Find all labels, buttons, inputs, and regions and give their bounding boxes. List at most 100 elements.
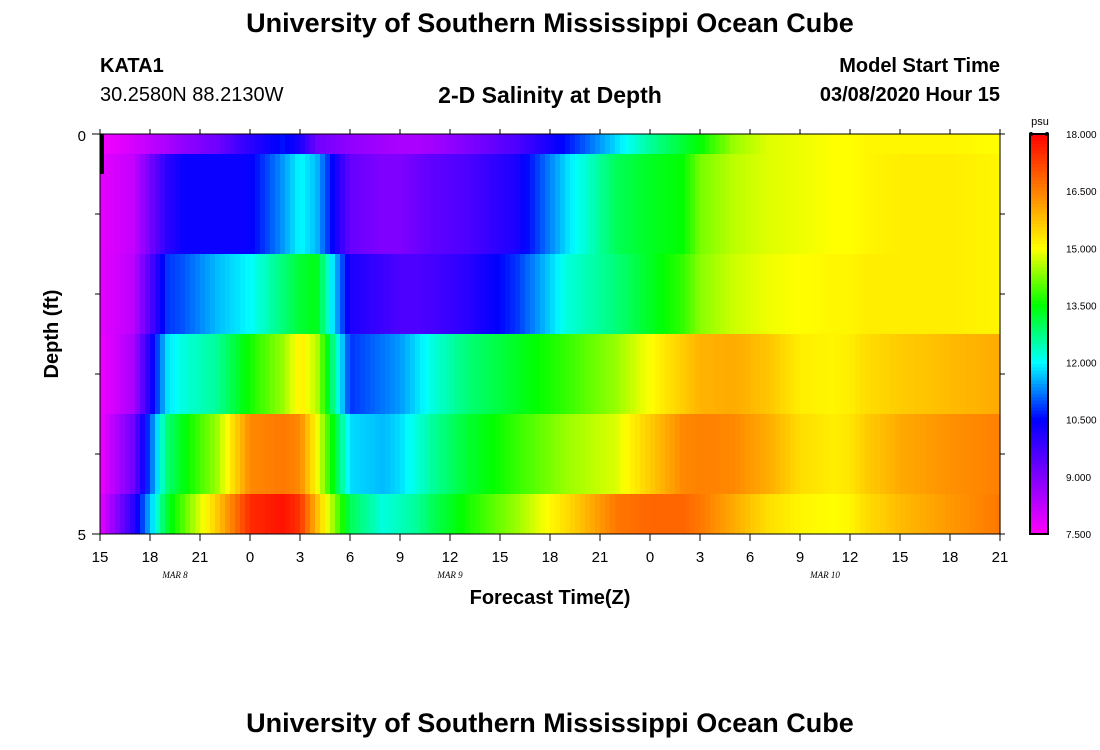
heatmap-cell	[560, 414, 566, 494]
heatmap-cell	[855, 254, 861, 334]
heatmap-cell	[740, 134, 746, 154]
heatmap-cell	[485, 254, 491, 334]
heatmap-cell	[180, 254, 186, 334]
heatmap-cell	[880, 254, 886, 334]
heatmap-cell	[550, 414, 556, 494]
y-axis-label: Depth (ft)	[41, 290, 63, 379]
heatmap-cell	[585, 254, 591, 334]
heatmap-cell	[400, 134, 406, 154]
colorbar-segment	[1030, 374, 1048, 378]
heatmap-cell	[975, 414, 981, 494]
heatmap-cell	[400, 494, 406, 534]
heatmap-cell	[965, 154, 971, 254]
heatmap-cell	[395, 334, 401, 414]
heatmap-cell	[880, 154, 886, 254]
heatmap-cell	[540, 494, 546, 534]
colorbar-segment	[1030, 157, 1048, 162]
heatmap-cell	[320, 254, 326, 334]
heatmap-cell	[870, 414, 876, 494]
heatmap-cell	[750, 494, 756, 534]
heatmap-cell	[905, 414, 911, 494]
heatmap-cell	[130, 134, 136, 154]
colorbar-segment	[1030, 310, 1048, 315]
heatmap-cell	[495, 414, 501, 494]
heatmap-cell	[140, 134, 146, 154]
heatmap-cell	[555, 134, 561, 154]
heatmap-cell	[255, 134, 261, 154]
heatmap-cell	[275, 254, 281, 334]
heatmap-cell	[555, 494, 561, 534]
colorbar-segment	[1030, 270, 1048, 275]
heatmap-cell	[380, 154, 386, 254]
heatmap-cell	[505, 134, 511, 154]
heatmap-cell	[730, 254, 736, 334]
heatmap-cell	[650, 494, 656, 534]
heatmap-cell	[260, 134, 266, 154]
heatmap-cell	[185, 154, 191, 254]
heatmap-cell	[135, 154, 141, 254]
heatmap-cell	[245, 414, 251, 494]
heatmap-cell	[135, 414, 141, 494]
heatmap-cell	[215, 154, 221, 254]
heatmap-cell	[790, 414, 796, 494]
heatmap-cell	[840, 254, 846, 334]
heatmap-cell	[985, 134, 991, 154]
heatmap-cell	[705, 154, 711, 254]
heatmap-cell	[320, 154, 326, 254]
heatmap-cell	[100, 154, 106, 254]
heatmap-cell	[545, 414, 551, 494]
heatmap-cell	[270, 334, 276, 414]
heatmap-cell	[420, 334, 426, 414]
heatmap-cell	[375, 134, 381, 154]
heatmap-cell	[440, 134, 446, 154]
heatmap-cell	[470, 254, 476, 334]
heatmap-cell	[445, 494, 451, 534]
heatmap-cell	[245, 494, 251, 534]
heatmap-cell	[235, 414, 241, 494]
heatmap-cell	[245, 134, 251, 154]
heatmap-cell	[120, 414, 126, 494]
heatmap-cell	[960, 134, 966, 154]
heatmap-cell	[120, 134, 126, 154]
heatmap-cell	[145, 254, 151, 334]
x-tick-label: 15	[892, 549, 909, 566]
heatmap-cell	[825, 414, 831, 494]
colorbar-segment	[1030, 377, 1048, 382]
x-tick-label: 9	[796, 549, 804, 566]
colorbar-segment	[1030, 237, 1048, 242]
heatmap-cell	[625, 154, 631, 254]
heatmap-cell	[930, 414, 936, 494]
colorbar-segment	[1030, 357, 1048, 362]
heatmap-cell	[280, 334, 286, 414]
heatmap-cell	[590, 154, 596, 254]
heatmap-cell	[140, 154, 146, 254]
heatmap-cell	[730, 494, 736, 534]
heatmap-cell	[275, 414, 281, 494]
heatmap-cell	[830, 494, 836, 534]
heatmap-cell	[365, 334, 371, 414]
heatmap-cell	[770, 154, 776, 254]
heatmap-cell	[955, 494, 961, 534]
heatmap-cell	[675, 334, 681, 414]
colorbar-segment	[1030, 327, 1048, 332]
colorbar-segment	[1030, 410, 1048, 415]
heatmap-cell	[530, 414, 536, 494]
heatmap-cell	[845, 414, 851, 494]
heatmap-cell	[520, 414, 526, 494]
heatmap-cell	[210, 254, 216, 334]
heatmap-cell	[225, 254, 231, 334]
heatmap-cell	[845, 134, 851, 154]
heatmap-cell	[180, 494, 186, 534]
heatmap-cell	[175, 154, 181, 254]
heatmap-cell	[360, 154, 366, 254]
heatmap-cell	[130, 414, 136, 494]
heatmap-cell	[100, 334, 106, 414]
heatmap-cell	[885, 494, 891, 534]
heatmap-cell	[540, 134, 546, 154]
heatmap-cell	[455, 494, 461, 534]
heatmap-cell	[115, 414, 121, 494]
heatmap-cell	[290, 134, 296, 154]
heatmap-cell	[455, 414, 461, 494]
heatmap-cell	[795, 414, 801, 494]
heatmap-cell	[260, 154, 266, 254]
